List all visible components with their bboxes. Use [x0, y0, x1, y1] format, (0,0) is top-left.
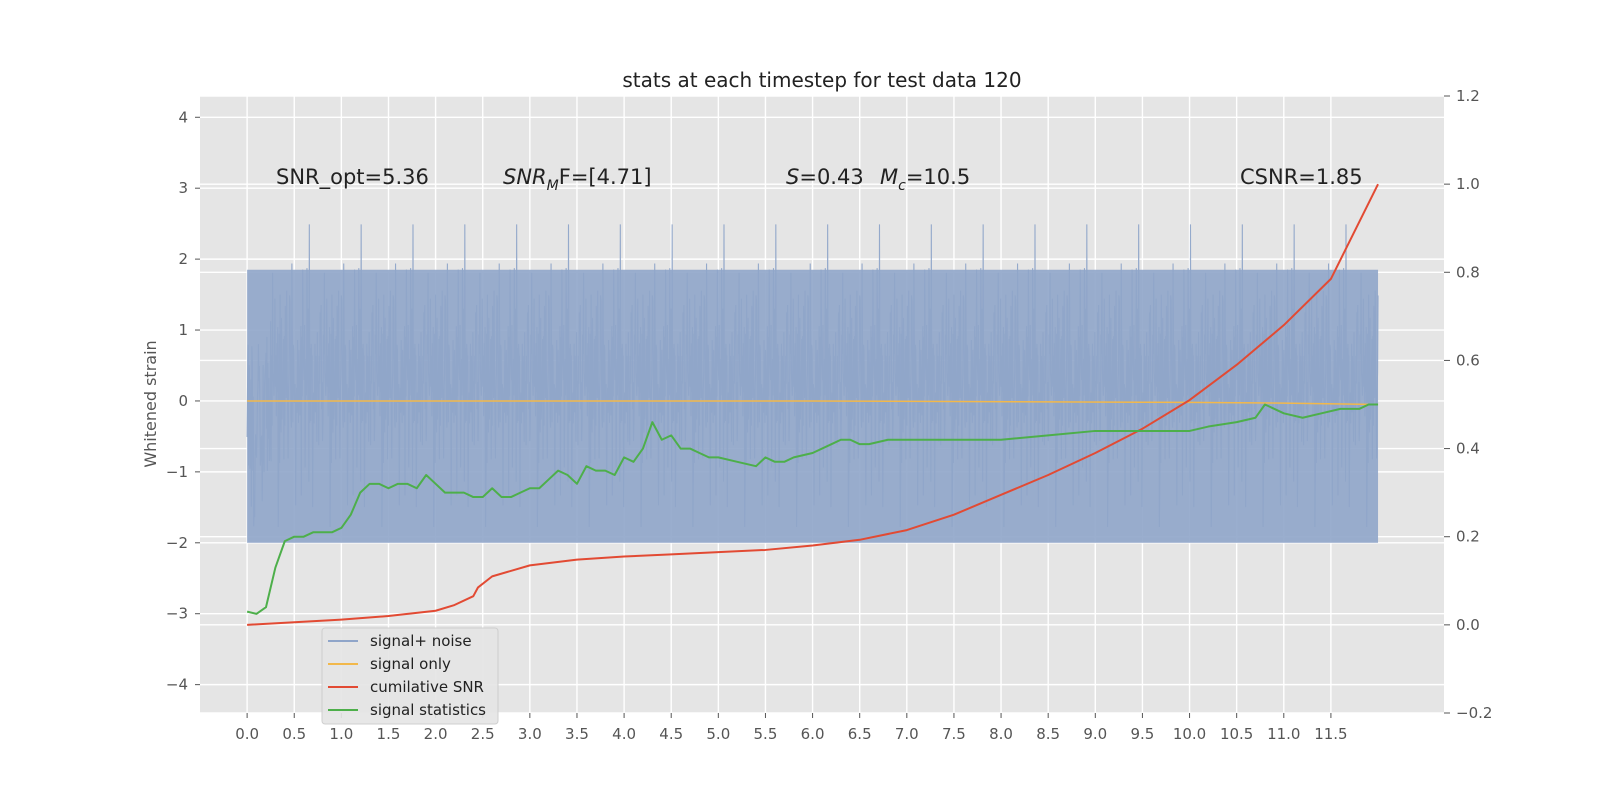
x-tick-label: 10.0 [1173, 725, 1206, 743]
x-tick-label: 2.5 [471, 725, 495, 743]
annotation-csnr: CSNR=1.85 [1240, 165, 1363, 189]
annotation-mc-rest: =10.5 [906, 165, 970, 189]
annotation-s-main: S [786, 165, 799, 189]
series-signal-only-line [247, 400, 1379, 406]
x-tick-label: 1.5 [377, 725, 401, 743]
annotation-mc: Mc=10.5 [880, 165, 970, 194]
x-tick-label: 7.0 [895, 725, 919, 743]
x-tick-label: 9.5 [1130, 725, 1154, 743]
series-signal-statistics-line [246, 403, 1379, 615]
legend-label-signal-only: signal only [370, 655, 451, 673]
y-axis-label: Whitened strain [141, 340, 160, 467]
y-tick-label: 3 [178, 179, 188, 197]
y-tick-label: −1 [166, 463, 188, 481]
legend-item-cumilative-snr: cumilative SNR [328, 678, 484, 696]
x-tick-label: 2.0 [424, 725, 448, 743]
x-tick-label: 0.5 [282, 725, 306, 743]
legend-item-signal-noise: signal+ noise [328, 632, 472, 650]
y2-tick-label: 0.8 [1456, 263, 1480, 281]
y-tick-label: 0 [178, 392, 188, 410]
x-tick-label: 5.0 [706, 725, 730, 743]
annotation-snr-mf-main: SNR [503, 165, 547, 189]
y2-tick-label: −0.2 [1456, 704, 1492, 722]
legend-label-signal-noise: signal+ noise [370, 632, 472, 650]
x-tick-label: 6.0 [801, 725, 825, 743]
y2-tick-label: 0.2 [1456, 528, 1480, 546]
x-tick-label: 4.5 [659, 725, 683, 743]
annotation-s: S=0.43 [786, 165, 864, 189]
legend-label-signal-statistics: signal statistics [370, 701, 486, 719]
signal-noise-series [246, 224, 1379, 543]
annotation-snr-opt: SNR_opt=5.36 [276, 165, 429, 190]
y-tick-label: 1 [178, 321, 188, 339]
y-tick-label: 4 [178, 108, 188, 126]
x-tick-label: 1.0 [329, 725, 353, 743]
x-tick-label: 4.0 [612, 725, 636, 743]
y-tick-label: −3 [166, 605, 188, 623]
y-tick-label: −4 [166, 676, 188, 694]
line-series-group [246, 183, 1379, 626]
series-signal-noise-band [247, 269, 1379, 543]
x-tick-label: 0.0 [235, 725, 259, 743]
y2-tick-label: 1.2 [1456, 87, 1480, 105]
legend-box [321, 627, 499, 725]
axes: 0.0 0.5 1.0 1.5 2.0 2.5 3.0 3.5 4.0 4.5 5.0 5.5 6.0 6… [166, 87, 1493, 743]
annotation-snr-mf-sub: M [547, 178, 559, 194]
y-tick-label: 2 [178, 250, 188, 268]
x-tick-label: 8.0 [989, 725, 1013, 743]
y-tick-label: −2 [166, 534, 188, 552]
x-tick-label: 11.5 [1314, 725, 1347, 743]
x-tick-label: 7.5 [942, 725, 966, 743]
x-tick-label: 3.0 [518, 725, 542, 743]
y2-tick-label: 1.0 [1456, 175, 1480, 193]
x-tick-label: 6.5 [848, 725, 872, 743]
x-tick-label: 10.5 [1220, 725, 1253, 743]
x-tick-label: 11.0 [1267, 725, 1300, 743]
legend: signal+ noise signal only cumilative SNR… [321, 627, 499, 725]
y2-tick-label: 0.6 [1456, 351, 1480, 369]
y2-tick-label: 0.4 [1456, 440, 1480, 458]
x-tick-label: 9.0 [1083, 725, 1107, 743]
x-tick-label: 8.5 [1036, 725, 1060, 743]
annotation-snr-mf: SNRMF=[4.71] [503, 165, 652, 194]
y2-tick-label: 0.0 [1456, 616, 1480, 634]
legend-item-signal-only: signal only [328, 655, 451, 673]
legend-item-signal-statistics: signal statistics [328, 701, 486, 719]
annotation-s-rest: =0.43 [799, 165, 863, 189]
annotation-snr-mf-rest: F=[4.71] [559, 165, 652, 189]
series-cumilative-snr-line [247, 183, 1379, 626]
annotation-mc-main: M [880, 165, 898, 189]
legend-label-cumilative-snr: cumilative SNR [370, 678, 484, 696]
annotations: SNR_opt=5.36 SNRMF=[4.71] S=0.43 Mc=10.5… [276, 165, 1363, 194]
x-tick-label: 3.5 [565, 725, 589, 743]
chart-title: stats at each timestep for test data 120 [622, 68, 1021, 92]
x-tick-label: 5.5 [754, 725, 778, 743]
annotation-mc-sub: c [898, 178, 906, 194]
